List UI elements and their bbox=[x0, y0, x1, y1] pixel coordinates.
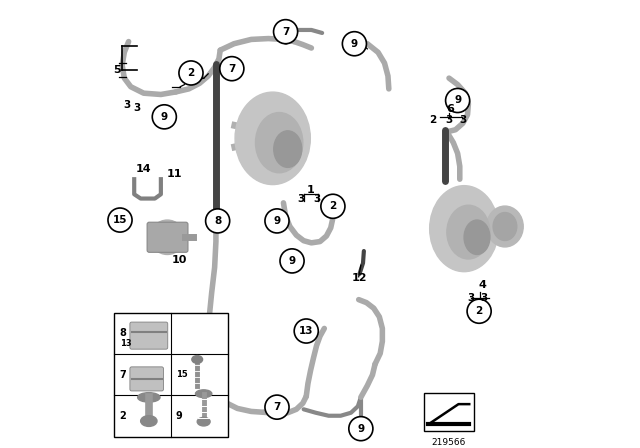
Ellipse shape bbox=[141, 416, 157, 426]
Text: 2: 2 bbox=[188, 68, 195, 78]
Text: 3: 3 bbox=[134, 103, 141, 113]
Text: 2: 2 bbox=[329, 201, 337, 211]
FancyBboxPatch shape bbox=[424, 393, 474, 431]
FancyBboxPatch shape bbox=[130, 367, 163, 391]
Ellipse shape bbox=[192, 356, 203, 363]
Ellipse shape bbox=[255, 112, 303, 173]
Text: 10: 10 bbox=[172, 254, 187, 265]
Text: 9: 9 bbox=[176, 411, 182, 421]
Circle shape bbox=[152, 105, 177, 129]
Ellipse shape bbox=[429, 185, 499, 271]
Circle shape bbox=[220, 56, 244, 81]
Text: 7: 7 bbox=[273, 402, 281, 412]
Ellipse shape bbox=[138, 392, 160, 402]
Circle shape bbox=[467, 299, 491, 323]
Text: 2: 2 bbox=[429, 115, 436, 125]
FancyBboxPatch shape bbox=[115, 313, 228, 437]
Circle shape bbox=[294, 319, 318, 343]
Ellipse shape bbox=[493, 212, 516, 241]
Text: 8: 8 bbox=[214, 216, 221, 226]
FancyBboxPatch shape bbox=[130, 322, 168, 349]
Ellipse shape bbox=[447, 205, 490, 259]
Circle shape bbox=[280, 249, 304, 273]
Circle shape bbox=[179, 61, 203, 85]
Ellipse shape bbox=[464, 220, 490, 254]
Ellipse shape bbox=[197, 418, 210, 426]
Text: 7: 7 bbox=[282, 27, 289, 37]
Text: 9: 9 bbox=[273, 216, 280, 226]
Text: 7: 7 bbox=[120, 370, 126, 380]
Text: 13: 13 bbox=[299, 326, 314, 336]
Text: 14: 14 bbox=[136, 164, 152, 174]
Text: 12: 12 bbox=[352, 273, 367, 283]
Text: 2: 2 bbox=[120, 411, 126, 421]
Text: 6: 6 bbox=[446, 104, 454, 114]
FancyBboxPatch shape bbox=[147, 222, 188, 252]
Ellipse shape bbox=[150, 220, 184, 254]
Text: 3: 3 bbox=[459, 115, 467, 125]
Circle shape bbox=[349, 417, 373, 441]
Text: 15: 15 bbox=[176, 370, 188, 379]
Text: 15: 15 bbox=[113, 215, 127, 225]
Text: 2: 2 bbox=[476, 306, 483, 316]
Text: 1: 1 bbox=[307, 185, 314, 195]
Ellipse shape bbox=[235, 92, 310, 185]
Text: 3: 3 bbox=[123, 100, 130, 110]
Text: 219566: 219566 bbox=[431, 438, 466, 447]
Circle shape bbox=[265, 395, 289, 419]
Circle shape bbox=[265, 209, 289, 233]
Text: 13: 13 bbox=[120, 339, 131, 348]
Circle shape bbox=[108, 208, 132, 232]
Circle shape bbox=[205, 209, 230, 233]
Text: 8: 8 bbox=[120, 328, 127, 338]
Circle shape bbox=[273, 20, 298, 44]
Ellipse shape bbox=[274, 131, 301, 168]
Text: 3: 3 bbox=[313, 194, 320, 204]
Text: 5: 5 bbox=[113, 65, 121, 75]
Text: 9: 9 bbox=[161, 112, 168, 122]
Text: 4: 4 bbox=[479, 280, 486, 289]
Circle shape bbox=[342, 32, 367, 56]
Circle shape bbox=[321, 194, 345, 218]
Ellipse shape bbox=[486, 206, 524, 247]
Text: 9: 9 bbox=[351, 39, 358, 49]
Text: 9: 9 bbox=[357, 424, 364, 434]
Text: 9: 9 bbox=[454, 95, 461, 105]
Circle shape bbox=[445, 88, 470, 112]
Text: 3: 3 bbox=[481, 293, 488, 303]
Ellipse shape bbox=[195, 390, 212, 397]
Text: 11: 11 bbox=[167, 169, 182, 180]
Text: 3: 3 bbox=[297, 194, 304, 204]
Text: 3: 3 bbox=[467, 293, 474, 303]
Text: 7: 7 bbox=[228, 64, 236, 73]
Text: 3: 3 bbox=[445, 115, 452, 125]
Text: 9: 9 bbox=[289, 256, 296, 266]
